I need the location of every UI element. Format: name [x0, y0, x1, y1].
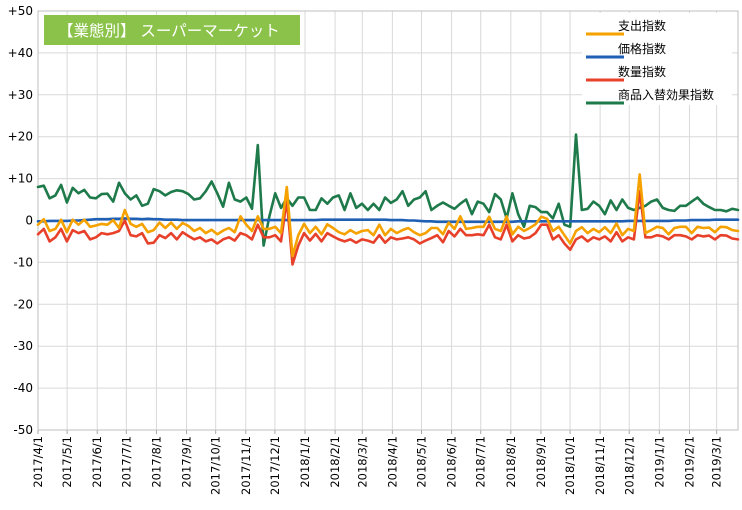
legend-label: 価格指数 — [618, 41, 666, 56]
x-tick-label: 2018/3/1 — [355, 436, 369, 488]
legend-label: 支出指数 — [618, 18, 666, 33]
x-tick-label: 2018/8/1 — [504, 436, 518, 488]
x-tick-label: 2017/4/1 — [31, 436, 45, 488]
y-tick-label: -50 — [13, 423, 33, 437]
x-tick-label: 2018/5/1 — [414, 436, 428, 488]
x-tick-label: 2018/11/1 — [593, 436, 607, 495]
x-tick-label: 2018/9/1 — [534, 436, 548, 488]
x-tick-label: 2017/9/1 — [180, 436, 194, 488]
chart-title-background — [44, 15, 300, 45]
x-tick-label: 2017/11/1 — [239, 436, 253, 495]
series-line-0 — [36, 173, 740, 258]
legend-label: 商品入替効果指数 — [618, 87, 714, 102]
x-tick-label: 2017/12/1 — [268, 436, 282, 495]
x-tick-label: 2017/5/1 — [60, 436, 74, 488]
x-tick-label: 2018/4/1 — [385, 436, 399, 488]
x-tick-label: 2017/7/1 — [119, 436, 133, 488]
chart-title: 【業態別】 スーパーマーケット — [58, 22, 280, 40]
series-line-2 — [36, 189, 740, 266]
x-tick-label: 2019/1/1 — [652, 436, 666, 488]
legend-background — [582, 13, 732, 105]
x-tick-label: 2018/2/1 — [328, 436, 342, 488]
y-tick-label: -40 — [13, 381, 33, 395]
series-line-3 — [36, 133, 740, 247]
x-tick-label: 2017/10/1 — [209, 436, 223, 495]
y-tick-label: +40 — [8, 46, 33, 60]
x-tick-label: 2019/2/1 — [682, 436, 696, 488]
y-tick-label: +20 — [8, 130, 33, 144]
y-tick-label: 0 — [25, 214, 33, 228]
y-tick-label: -20 — [13, 297, 33, 311]
series-line-1 — [36, 217, 740, 224]
x-tick-label: 2017/6/1 — [90, 436, 104, 488]
y-tick-label: +30 — [8, 88, 33, 102]
x-tick-label: 2018/10/1 — [563, 436, 577, 495]
y-tick-label: -30 — [13, 339, 33, 353]
x-tick-label: 2017/8/1 — [149, 436, 163, 488]
y-tick-label: -10 — [13, 255, 33, 269]
x-tick-label: 2018/7/1 — [474, 436, 488, 488]
y-tick-label: +50 — [8, 4, 33, 18]
legend-label: 数量指数 — [618, 64, 666, 79]
x-tick-label: 2018/6/1 — [445, 436, 459, 488]
series-lines — [36, 133, 740, 266]
x-tick-label: 2018/1/1 — [298, 436, 312, 488]
y-tick-label: +10 — [8, 172, 33, 186]
x-tick-label: 2018/12/1 — [622, 436, 636, 495]
chart-title-box: 【業態別】 スーパーマーケット — [44, 15, 300, 45]
x-tick-label: 2019/3/1 — [710, 436, 724, 488]
